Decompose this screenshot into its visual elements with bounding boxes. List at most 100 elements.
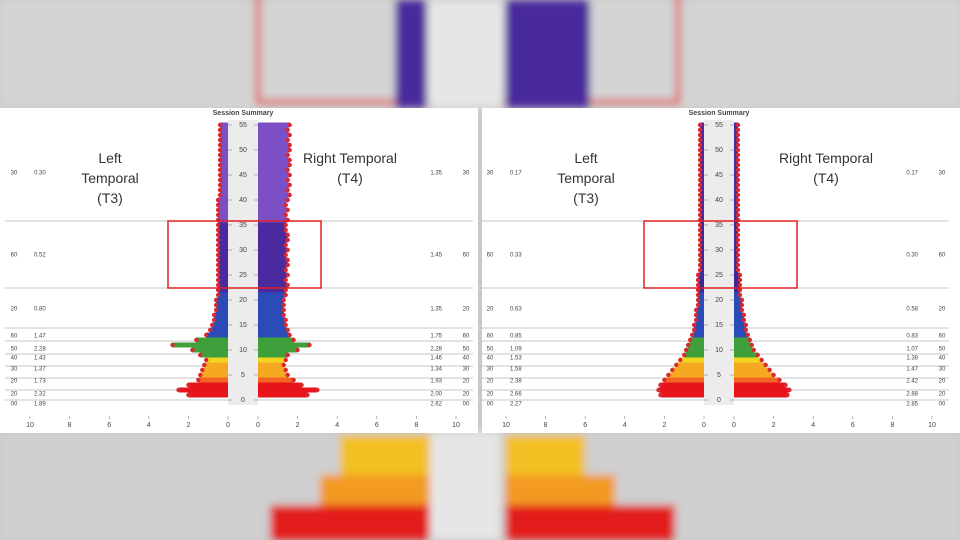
- axis-strip: [228, 120, 258, 405]
- bar: [258, 272, 288, 278]
- data-dot: [283, 242, 288, 248]
- data-dot: [735, 132, 741, 138]
- bar: [188, 392, 228, 398]
- data-dot: [735, 152, 741, 158]
- data-dot: [747, 337, 753, 343]
- bar: [734, 357, 762, 363]
- data-dot: [735, 222, 741, 228]
- x-tick-label: 2: [662, 422, 666, 429]
- data-dot: [735, 252, 741, 258]
- data-dot: [283, 357, 288, 363]
- bar: [258, 122, 290, 128]
- data-dot: [787, 387, 792, 393]
- band-label: 60: [463, 253, 470, 259]
- bar: [216, 307, 228, 313]
- data-dot: [215, 272, 221, 278]
- band-value: 0.17: [906, 171, 918, 177]
- data-dot: [217, 182, 223, 188]
- bar: [696, 307, 704, 313]
- data-dot: [283, 202, 288, 208]
- data-dot: [697, 232, 703, 238]
- data-dot: [735, 192, 741, 198]
- data-dot: [687, 337, 693, 343]
- bar: [218, 232, 228, 238]
- data-dot: [217, 162, 223, 168]
- data-dot: [695, 282, 701, 288]
- band-value: 2.38: [510, 379, 522, 385]
- band-value: 1.35: [430, 171, 442, 177]
- bar: [258, 342, 310, 348]
- data-dot: [739, 307, 745, 313]
- bar: [188, 382, 228, 388]
- data-dot: [737, 277, 743, 283]
- bar: [216, 302, 228, 308]
- data-dot: [285, 272, 290, 278]
- x-tick-label: 0: [702, 422, 706, 429]
- data-dot: [215, 202, 221, 208]
- data-dot: [217, 142, 223, 148]
- data-dot: [215, 247, 221, 253]
- bar: [698, 302, 704, 308]
- data-dot: [662, 377, 667, 383]
- data-dot: [217, 187, 223, 193]
- band-value: 2.28: [430, 347, 442, 353]
- x-tick-label: 2: [772, 422, 776, 429]
- data-dot: [674, 362, 679, 368]
- x-tick-label: 4: [147, 422, 151, 429]
- data-dot: [697, 207, 703, 213]
- data-dot: [190, 347, 195, 353]
- bar: [218, 227, 228, 233]
- bar: [694, 327, 704, 333]
- bar: [258, 137, 288, 143]
- data-dot: [767, 367, 772, 373]
- band-label: 50: [939, 347, 946, 353]
- bar: [220, 177, 228, 183]
- x-tick-label: 10: [452, 422, 460, 429]
- bar: [734, 312, 744, 318]
- band-value: 2.27: [510, 402, 522, 408]
- data-dot: [287, 142, 292, 148]
- x-tick-label: 4: [335, 422, 339, 429]
- band-label: 20: [487, 379, 494, 385]
- data-dot: [211, 317, 217, 323]
- band-value: 0.63: [510, 307, 522, 313]
- data-dot: [739, 302, 745, 308]
- data-dot: [697, 172, 703, 178]
- bar: [218, 277, 228, 283]
- data-dot: [215, 212, 221, 218]
- data-dot: [217, 152, 223, 158]
- bar: [218, 272, 228, 278]
- bar: [258, 162, 290, 168]
- bar: [220, 137, 228, 143]
- y-tick-label: 30: [239, 247, 247, 254]
- band-value: 0.83: [906, 334, 918, 340]
- data-dot: [666, 372, 671, 378]
- data-dot: [217, 137, 223, 143]
- data-dot: [283, 227, 288, 233]
- bar: [734, 387, 790, 393]
- y-tick-label: 55: [239, 122, 247, 129]
- bar: [258, 337, 294, 343]
- x-tick-label: 6: [583, 422, 587, 429]
- data-dot: [176, 387, 181, 393]
- data-dot: [215, 257, 221, 263]
- y-tick-label: 20: [715, 297, 723, 304]
- band-value: 1.58: [510, 367, 522, 373]
- bar: [220, 152, 228, 158]
- data-dot: [697, 162, 703, 168]
- y-tick-label: 45: [715, 172, 723, 179]
- bar: [258, 157, 290, 163]
- data-dot: [285, 237, 290, 243]
- data-dot: [217, 127, 223, 133]
- data-dot: [741, 312, 747, 318]
- x-tick-label: 2: [296, 422, 300, 429]
- data-dot: [656, 387, 661, 393]
- y-tick-label: 40: [715, 197, 723, 204]
- data-dot: [689, 332, 695, 338]
- data-dot: [287, 192, 292, 198]
- series-label: Right Temporal (T4): [303, 150, 397, 186]
- bar: [734, 272, 740, 278]
- data-dot: [287, 162, 292, 168]
- bar: [690, 337, 704, 343]
